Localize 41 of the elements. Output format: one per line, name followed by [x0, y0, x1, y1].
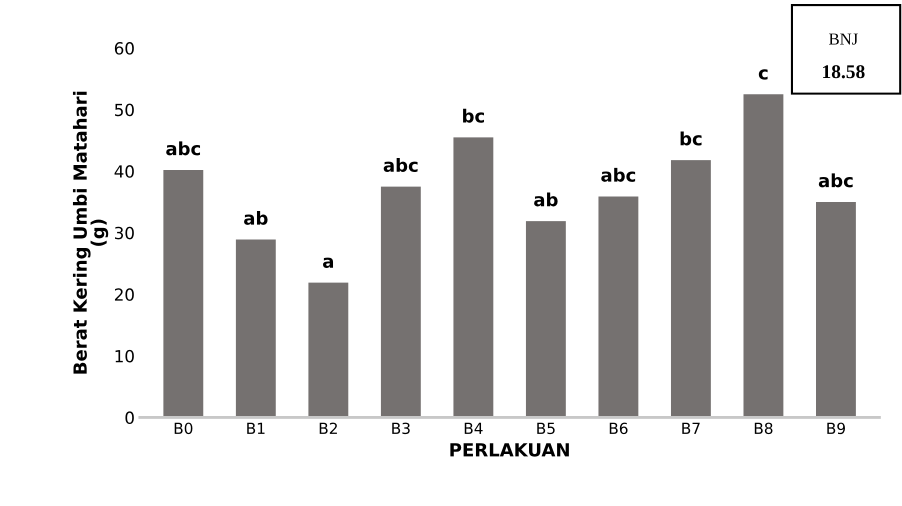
data-label: bc: [680, 132, 702, 146]
bar: [670, 160, 711, 418]
bar: [308, 282, 348, 418]
bar: [453, 137, 494, 418]
bar: [236, 240, 276, 418]
x-tick-label: B2: [320, 422, 337, 434]
x-tick-label: B7: [682, 422, 700, 434]
x-tick-label: B1: [247, 422, 265, 434]
data-label: c: [758, 69, 768, 80]
bar: [526, 221, 566, 418]
x-tick-label: B9: [827, 422, 845, 434]
data-label: abc: [166, 141, 200, 156]
x-tick-label: B6: [610, 422, 628, 434]
bar: [163, 170, 204, 418]
x-tick-label: B0: [174, 422, 192, 434]
x-tick-label: B5: [537, 422, 555, 434]
bar: [816, 202, 856, 418]
data-label: ab: [244, 210, 268, 225]
bar: [743, 94, 784, 418]
y-tick-label: 50: [115, 104, 134, 116]
y-axis-title: Berat Kering Umbi Matahari (g): [72, 92, 108, 374]
data-label: ab: [534, 192, 558, 206]
data-label: a: [323, 258, 334, 268]
data-label: abc: [818, 173, 853, 188]
data-label: abc: [601, 168, 636, 182]
data-label: bc: [463, 108, 484, 123]
y-tick-label: 40: [114, 165, 134, 178]
x-axis-title: PERLAKUAN: [450, 443, 569, 457]
annotation: 18.58: [823, 65, 865, 78]
y-tick-label: 10: [116, 350, 134, 362]
y-tick-label: 60: [114, 42, 134, 55]
bar: [598, 196, 638, 418]
text: BNJ: [829, 34, 858, 45]
x-tick-label: B4: [464, 422, 483, 434]
x-tick-label: B8: [754, 422, 772, 434]
data-label: abc: [384, 158, 418, 172]
y-tick-label: 30: [115, 226, 134, 240]
y-tick-label: 0: [125, 411, 134, 424]
x-tick-label: B3: [392, 422, 410, 434]
bar: [380, 186, 421, 418]
y-tick-label: 20: [114, 288, 134, 301]
